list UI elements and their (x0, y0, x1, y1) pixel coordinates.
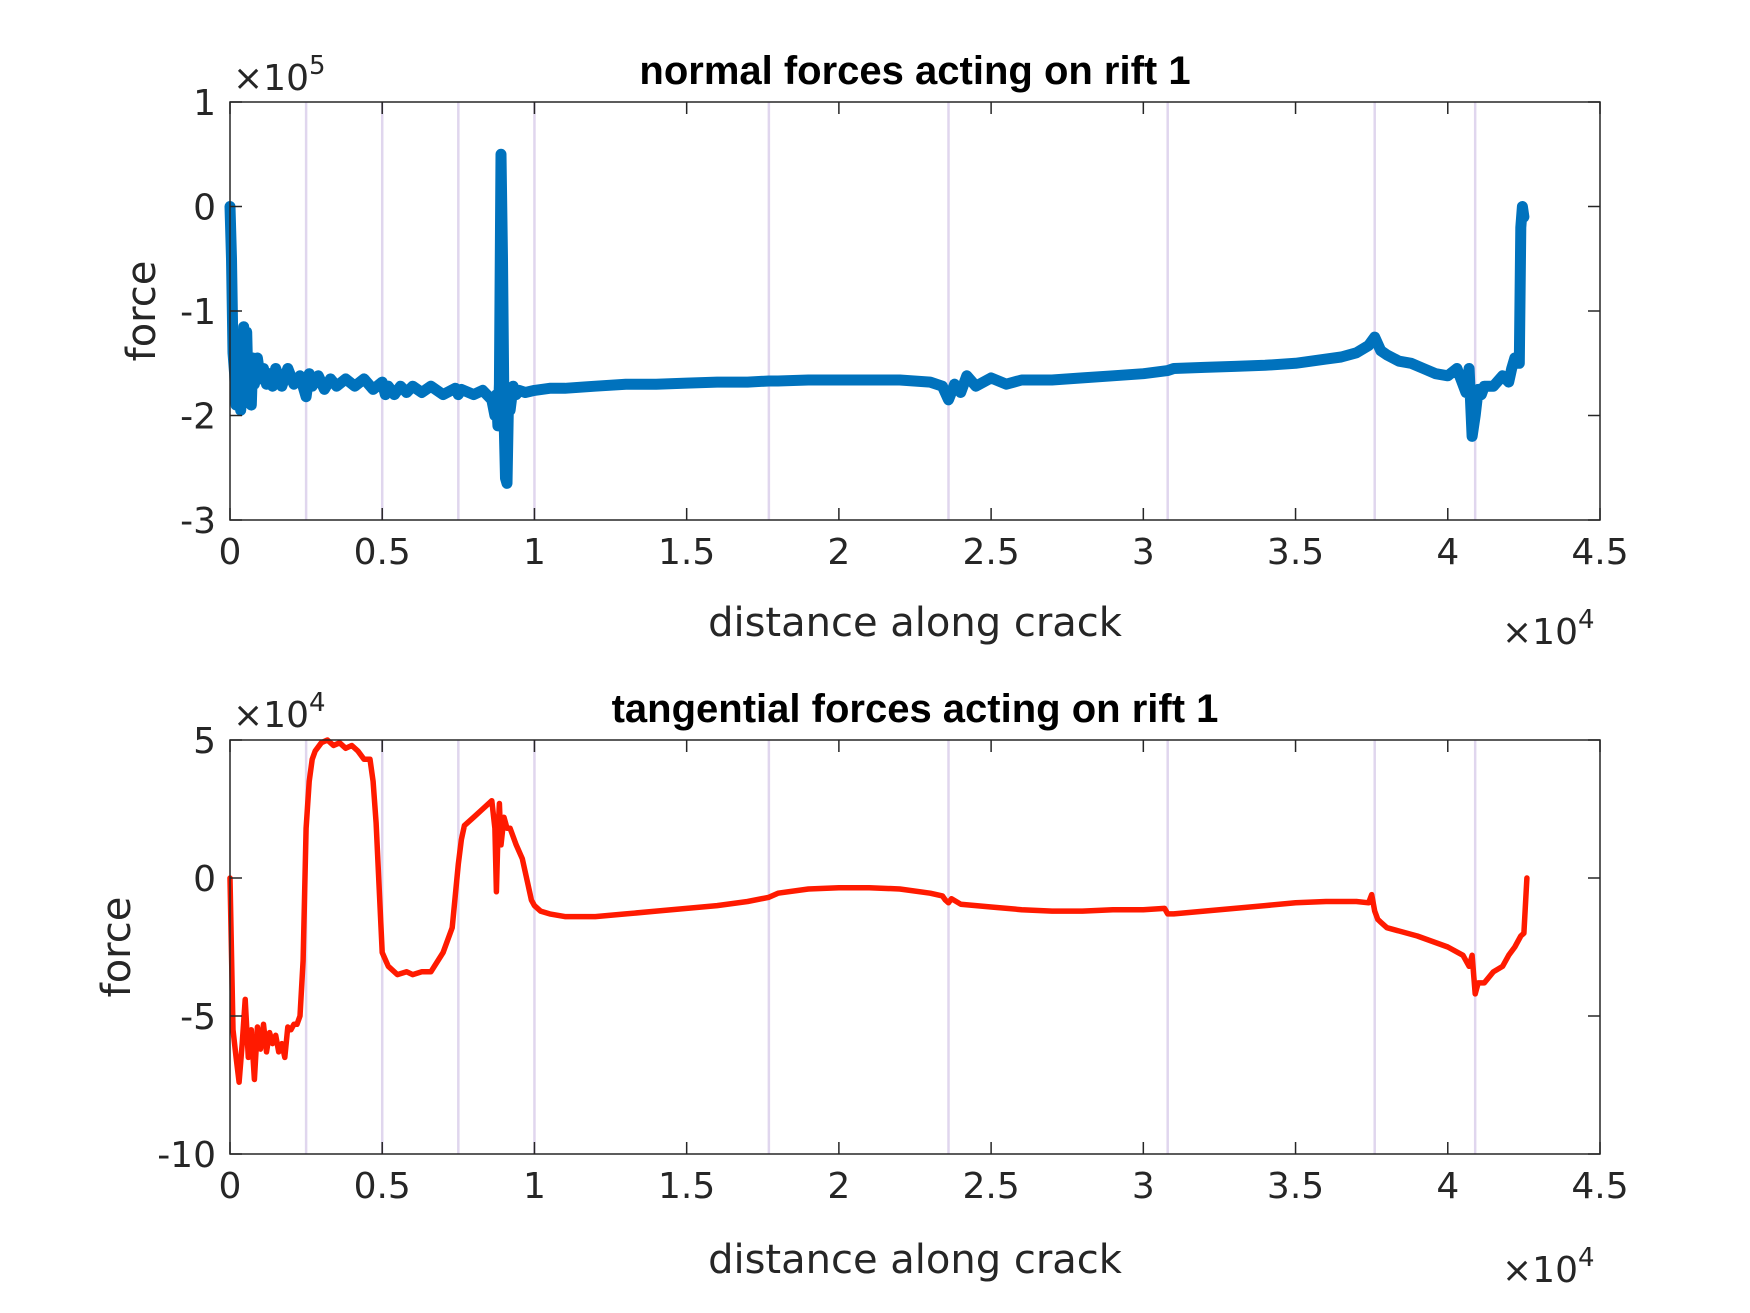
x-multiplier-base: ×10 (1502, 612, 1578, 653)
y-multiplier: ×105 (233, 51, 326, 99)
x-tick-label: 2.5 (962, 1166, 1019, 1207)
x-multiplier-base: ×10 (1502, 1250, 1578, 1291)
x-tick-label: 1 (523, 1166, 546, 1207)
series-group (224, 148, 1530, 489)
x-tick-label: 1.5 (658, 1166, 715, 1207)
y-ticks: 5 0 -5 -10 (157, 721, 1600, 1176)
x-tick-label: 0.5 (354, 532, 411, 573)
x-multiplier-exponent: 4 (1578, 1243, 1595, 1273)
y-tick-label: 1 (193, 83, 216, 124)
x-tick-label: 0.5 (354, 1166, 411, 1207)
plot-area (230, 740, 1600, 1154)
x-tick-label: 3 (1132, 1166, 1155, 1207)
x-tick-label: 1 (523, 532, 546, 573)
tangential-forces-panel: 0 0.5 1 1.5 2 2.5 3 3.5 4 4.5 5 0 -5 -10 tangential … (94, 687, 1629, 1291)
x-ticks: 0 0.5 1 1.5 2 2.5 3 3.5 4 4.5 (219, 740, 1629, 1207)
plot-area (230, 102, 1600, 520)
x-tick-label: 4.5 (1571, 532, 1628, 573)
vertical-lines (304, 102, 1477, 520)
x-multiplier: ×104 (1502, 605, 1595, 653)
y-tick-label: 0 (193, 188, 216, 229)
x-tick-label: 4 (1436, 532, 1459, 573)
y-ticks: 1 0 -1 -2 -3 (180, 83, 1600, 542)
y-tick-label: 5 (193, 721, 216, 762)
y-multiplier: ×104 (233, 688, 326, 736)
x-tick-label: 4 (1436, 1166, 1459, 1207)
y-tick-label: -3 (180, 501, 216, 542)
y-multiplier-base: ×10 (233, 695, 309, 736)
x-tick-label: 3.5 (1267, 1166, 1324, 1207)
x-tick-label: 3 (1132, 532, 1155, 573)
x-tick-label: 0 (219, 1166, 242, 1207)
series-line (224, 148, 1530, 489)
x-tick-label: 4.5 (1571, 1166, 1628, 1207)
y-tick-label: -5 (180, 997, 216, 1038)
axes-box (229, 739, 1601, 1155)
x-tick-label: 3.5 (1267, 532, 1324, 573)
x-ticks: 0 0.5 1 1.5 2 2.5 3 3.5 4 4.5 (219, 102, 1629, 573)
y-axis-label: force (94, 897, 140, 998)
x-tick-label: 2 (827, 1166, 850, 1207)
y-multiplier-exponent: 5 (309, 51, 326, 81)
x-tick-label: 2 (827, 532, 850, 573)
x-multiplier-exponent: 4 (1578, 605, 1595, 635)
y-axis-label: force (119, 261, 165, 362)
y-tick-label: 0 (193, 859, 216, 900)
y-multiplier-exponent: 4 (309, 688, 326, 718)
y-tick-label: -2 (180, 397, 216, 438)
series-group (227, 737, 1530, 1085)
x-multiplier: ×104 (1502, 1243, 1595, 1291)
chart-title: tangential forces acting on rift 1 (612, 687, 1219, 731)
x-axis-label: distance along crack (708, 1237, 1123, 1283)
x-tick-label: 2.5 (962, 532, 1019, 573)
y-tick-label: -10 (157, 1135, 216, 1176)
normal-forces-panel: 0 0.5 1 1.5 2 2.5 3 3.5 4 4.5 1 0 -1 -2 -3 normal for… (119, 49, 1629, 653)
y-tick-label: -1 (180, 292, 216, 333)
y-multiplier-base: ×10 (233, 58, 309, 99)
x-tick-label: 1.5 (658, 532, 715, 573)
x-tick-label: 0 (219, 532, 242, 573)
series-line (227, 737, 1530, 1085)
x-axis-label: distance along crack (708, 600, 1123, 646)
chart-title: normal forces acting on rift 1 (639, 49, 1190, 93)
